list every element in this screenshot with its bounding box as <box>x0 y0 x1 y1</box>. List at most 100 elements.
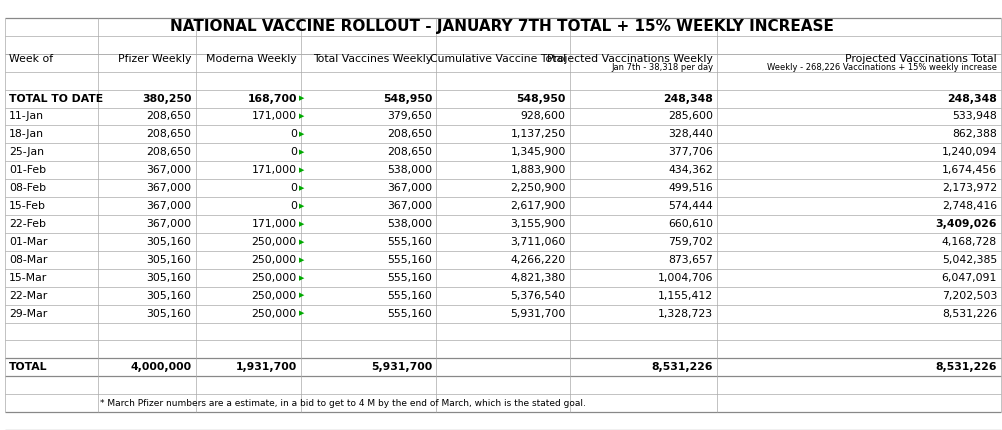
Text: 171,000: 171,000 <box>252 165 297 175</box>
Text: 328,440: 328,440 <box>667 129 712 139</box>
Text: Total Vaccines Weekly: Total Vaccines Weekly <box>313 55 432 64</box>
Text: 367,000: 367,000 <box>146 165 191 175</box>
Text: 3,711,060: 3,711,060 <box>510 237 565 247</box>
Text: 873,657: 873,657 <box>667 255 712 265</box>
Text: 7,202,503: 7,202,503 <box>941 291 996 301</box>
Text: ▶: ▶ <box>299 275 304 281</box>
Text: 3,409,026: 3,409,026 <box>935 219 996 229</box>
Text: 305,160: 305,160 <box>146 273 191 283</box>
Text: 555,160: 555,160 <box>387 309 432 319</box>
Text: 0: 0 <box>290 147 297 157</box>
Text: 208,650: 208,650 <box>146 111 191 121</box>
Text: ▶: ▶ <box>299 114 304 120</box>
Text: 5,376,540: 5,376,540 <box>510 291 565 301</box>
Text: 928,600: 928,600 <box>520 111 565 121</box>
Text: 250,000: 250,000 <box>252 309 297 319</box>
Text: 367,000: 367,000 <box>387 201 432 211</box>
Text: 555,160: 555,160 <box>387 255 432 265</box>
Text: 434,362: 434,362 <box>667 165 712 175</box>
Text: 367,000: 367,000 <box>146 201 191 211</box>
Text: 5,042,385: 5,042,385 <box>941 255 996 265</box>
Text: 1,345,900: 1,345,900 <box>510 147 565 157</box>
Text: 248,348: 248,348 <box>662 94 712 104</box>
Text: 555,160: 555,160 <box>387 291 432 301</box>
Text: 4,266,220: 4,266,220 <box>510 255 565 265</box>
Text: 1,328,723: 1,328,723 <box>657 309 712 319</box>
Text: 2,748,416: 2,748,416 <box>941 201 996 211</box>
Text: 305,160: 305,160 <box>146 237 191 247</box>
Text: 248,348: 248,348 <box>946 94 996 104</box>
Text: 2,617,900: 2,617,900 <box>510 201 565 211</box>
Text: 555,160: 555,160 <box>387 237 432 247</box>
Text: ▶: ▶ <box>299 310 304 316</box>
Text: 555,160: 555,160 <box>387 273 432 283</box>
Text: 8,531,226: 8,531,226 <box>941 309 996 319</box>
Text: ▶: ▶ <box>299 221 304 227</box>
Text: 0: 0 <box>290 183 297 193</box>
Text: 8,531,226: 8,531,226 <box>935 362 996 372</box>
Text: 171,000: 171,000 <box>252 111 297 121</box>
Text: Moderna Weekly: Moderna Weekly <box>206 55 297 64</box>
Text: 574,444: 574,444 <box>667 201 712 211</box>
Text: 4,168,728: 4,168,728 <box>941 237 996 247</box>
Text: TOTAL TO DATE: TOTAL TO DATE <box>9 94 103 104</box>
Text: 1,004,706: 1,004,706 <box>657 273 712 283</box>
Text: 08-Feb: 08-Feb <box>9 183 46 193</box>
Text: 15-Mar: 15-Mar <box>9 273 47 283</box>
Text: 285,600: 285,600 <box>667 111 712 121</box>
Text: 208,650: 208,650 <box>146 129 191 139</box>
Text: NATIONAL VACCINE ROLLOUT - JANUARY 7TH TOTAL + 15% WEEKLY INCREASE: NATIONAL VACCINE ROLLOUT - JANUARY 7TH T… <box>169 19 833 34</box>
Text: TOTAL: TOTAL <box>9 362 47 372</box>
Text: 171,000: 171,000 <box>252 219 297 229</box>
Text: 533,948: 533,948 <box>951 111 996 121</box>
Text: 548,950: 548,950 <box>516 94 565 104</box>
Text: Weekly - 268,226 Vaccinations + 15% weekly increase: Weekly - 268,226 Vaccinations + 15% week… <box>767 63 996 72</box>
Text: 15-Feb: 15-Feb <box>9 201 46 211</box>
Text: 0: 0 <box>290 201 297 211</box>
Text: 1,931,700: 1,931,700 <box>235 362 297 372</box>
Text: 250,000: 250,000 <box>252 237 297 247</box>
Text: Projected Vaccinations Weekly: Projected Vaccinations Weekly <box>547 55 712 64</box>
Text: 759,702: 759,702 <box>667 237 712 247</box>
Text: 4,821,380: 4,821,380 <box>510 273 565 283</box>
Text: 380,250: 380,250 <box>142 94 191 104</box>
Text: * March Pfizer numbers are a estimate, in a bid to get to 4 M by the end of Marc: * March Pfizer numbers are a estimate, i… <box>100 399 585 408</box>
Text: 6,047,091: 6,047,091 <box>941 273 996 283</box>
Text: 18-Jan: 18-Jan <box>9 129 44 139</box>
Text: Pfizer Weekly: Pfizer Weekly <box>118 55 191 64</box>
Text: 208,650: 208,650 <box>387 129 432 139</box>
Text: Cumulative Vaccine Total: Cumulative Vaccine Total <box>429 55 565 64</box>
Text: 2,250,900: 2,250,900 <box>510 183 565 193</box>
Text: 367,000: 367,000 <box>387 183 432 193</box>
Text: 538,000: 538,000 <box>387 219 432 229</box>
Text: 3,155,900: 3,155,900 <box>510 219 565 229</box>
Text: 11-Jan: 11-Jan <box>9 111 44 121</box>
Text: 305,160: 305,160 <box>146 255 191 265</box>
Text: 1,155,412: 1,155,412 <box>657 291 712 301</box>
Text: 08-Mar: 08-Mar <box>9 255 47 265</box>
Text: 250,000: 250,000 <box>252 255 297 265</box>
Text: 1,883,900: 1,883,900 <box>510 165 565 175</box>
Text: 250,000: 250,000 <box>252 273 297 283</box>
Text: ▶: ▶ <box>299 293 304 298</box>
Text: 538,000: 538,000 <box>387 165 432 175</box>
Text: 379,650: 379,650 <box>387 111 432 121</box>
Text: 548,950: 548,950 <box>383 94 432 104</box>
Text: 305,160: 305,160 <box>146 291 191 301</box>
Text: 499,516: 499,516 <box>667 183 712 193</box>
Text: 862,388: 862,388 <box>951 129 996 139</box>
Text: 8,531,226: 8,531,226 <box>651 362 712 372</box>
Text: Projected Vaccinations Total: Projected Vaccinations Total <box>845 55 996 64</box>
Text: 5,931,700: 5,931,700 <box>371 362 432 372</box>
Text: 4,000,000: 4,000,000 <box>130 362 191 372</box>
Text: 01-Mar: 01-Mar <box>9 237 47 247</box>
Text: 01-Feb: 01-Feb <box>9 165 46 175</box>
Text: 208,650: 208,650 <box>387 147 432 157</box>
Text: ▶: ▶ <box>299 149 304 155</box>
Text: 1,240,094: 1,240,094 <box>941 147 996 157</box>
Text: 367,000: 367,000 <box>146 183 191 193</box>
Text: 367,000: 367,000 <box>146 219 191 229</box>
Text: 0: 0 <box>290 129 297 139</box>
Text: 377,706: 377,706 <box>667 147 712 157</box>
Text: 1,674,456: 1,674,456 <box>941 165 996 175</box>
